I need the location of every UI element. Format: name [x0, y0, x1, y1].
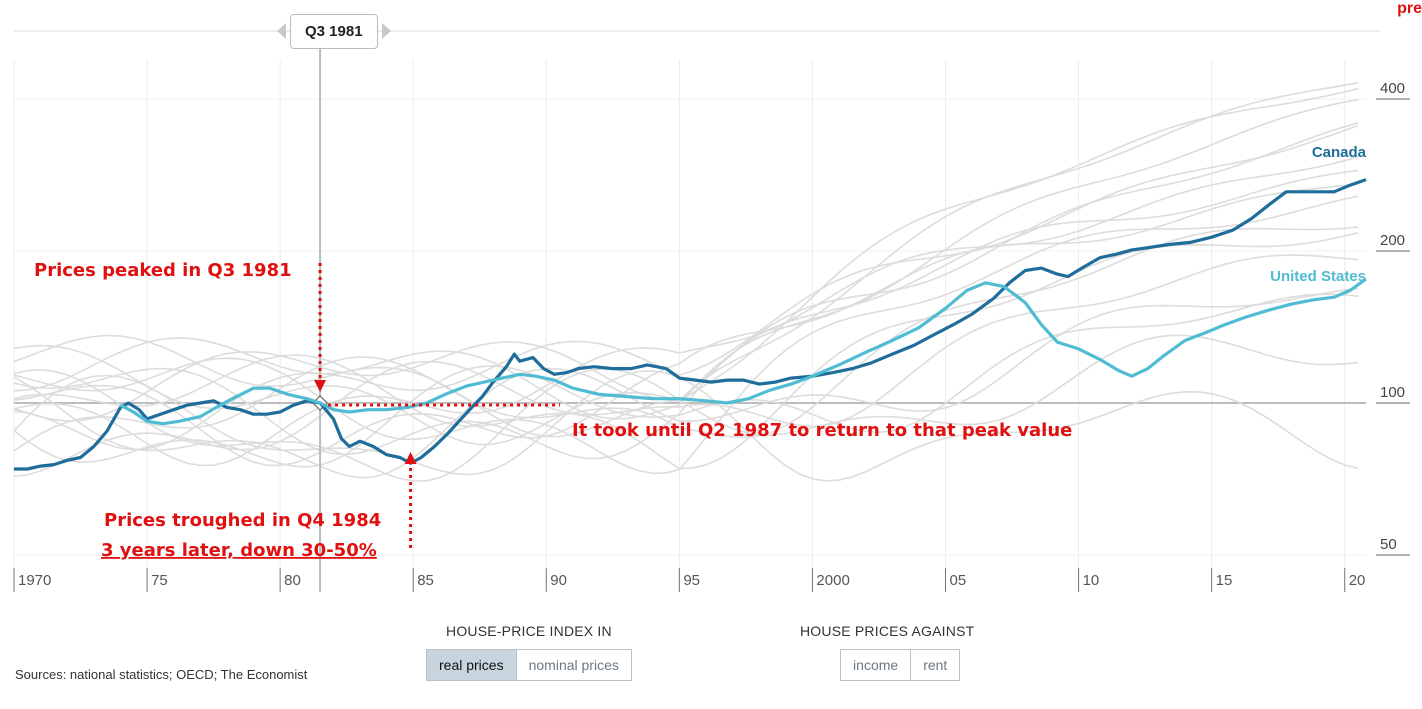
y-tick-label-100: 100	[1380, 384, 1405, 401]
series-label-canada: Canada	[1312, 144, 1367, 161]
house-prices-against-buttons: income rent	[840, 649, 961, 681]
rent-button[interactable]: rent	[910, 650, 960, 680]
series-label-united-states: United States	[1270, 268, 1366, 285]
background-country-line	[13, 156, 1359, 467]
trough-arrowhead	[404, 452, 417, 464]
background-country-line	[13, 124, 1359, 451]
corner-label: pre	[1397, 0, 1422, 17]
house-prices-against-title: HOUSE PRICES AGAINST	[800, 623, 975, 639]
x-tick-label-20: 20	[1349, 572, 1366, 589]
period-label[interactable]: Q3 1981	[290, 13, 378, 49]
background-country-line	[13, 195, 1359, 475]
x-tick-label-80: 80	[284, 572, 301, 589]
next-period-arrow-icon[interactable]	[381, 23, 391, 39]
nominal-prices-button[interactable]: nominal prices	[515, 650, 631, 680]
y-tick-label-200: 200	[1380, 232, 1405, 249]
y-tick-label-400: 400	[1380, 80, 1405, 97]
background-country-line	[13, 87, 1359, 446]
x-tick-label-1970: 1970	[18, 572, 51, 589]
series-line-canada	[14, 178, 1367, 471]
income-button[interactable]: income	[841, 650, 911, 680]
x-tick-label-75: 75	[151, 572, 168, 589]
sources-note: Sources: national statistics; OECD; The …	[15, 667, 308, 682]
series-line-united-states	[119, 277, 1367, 426]
house-prices-against-control: HOUSE PRICES AGAINST income rent	[800, 623, 974, 681]
background-country-line	[13, 287, 1359, 479]
annotation-recovery: It took until Q2 1987 to return to that …	[572, 420, 1072, 441]
house-price-index-control: HOUSE-PRICE INDEX IN real prices nominal…	[426, 623, 632, 681]
axes-labels: 1970 75 80 85 90 95 2000 05 10 15 20 50 100 200 400	[13, 80, 1410, 592]
annotation-trough: Prices troughed in Q4 1984	[104, 510, 381, 531]
annotation-peak: Prices peaked in Q3 1981	[34, 260, 292, 281]
other-countries-lines	[13, 81, 1359, 482]
x-tick-label-10: 10	[1083, 572, 1100, 589]
house-price-chart: Canada United States 1970 75 80 85 90 95 2000 05…	[13, 30, 1410, 592]
chart-grid	[13, 30, 1380, 592]
y-tick-label-50: 50	[1380, 536, 1397, 553]
background-country-line	[13, 232, 1359, 470]
annotation-decline: 3 years later, down 30-50%	[101, 540, 377, 561]
x-tick-label-90: 90	[550, 572, 567, 589]
highlighted-series: Canada United States	[14, 144, 1367, 471]
house-price-index-buttons: real prices nominal prices	[426, 649, 632, 681]
real-prices-button[interactable]: real prices	[427, 650, 516, 680]
annotations: Prices peaked in Q3 1981 It took until Q…	[34, 260, 1072, 561]
x-tick-label-85: 85	[417, 572, 434, 589]
x-tick-label-95: 95	[683, 572, 700, 589]
x-tick-label-05: 05	[949, 572, 966, 589]
background-country-line	[13, 183, 1359, 467]
peak-arrowhead	[314, 380, 327, 392]
background-country-line	[13, 81, 1359, 438]
period-selector: Q3 1981	[277, 11, 391, 51]
house-price-index-title: HOUSE-PRICE INDEX IN	[446, 623, 612, 639]
background-country-line	[13, 169, 1359, 460]
background-country-line	[13, 226, 1359, 452]
x-tick-label-2000: 2000	[816, 572, 849, 589]
previous-period-arrow-icon[interactable]	[277, 23, 286, 39]
x-tick-label-15: 15	[1216, 572, 1233, 589]
